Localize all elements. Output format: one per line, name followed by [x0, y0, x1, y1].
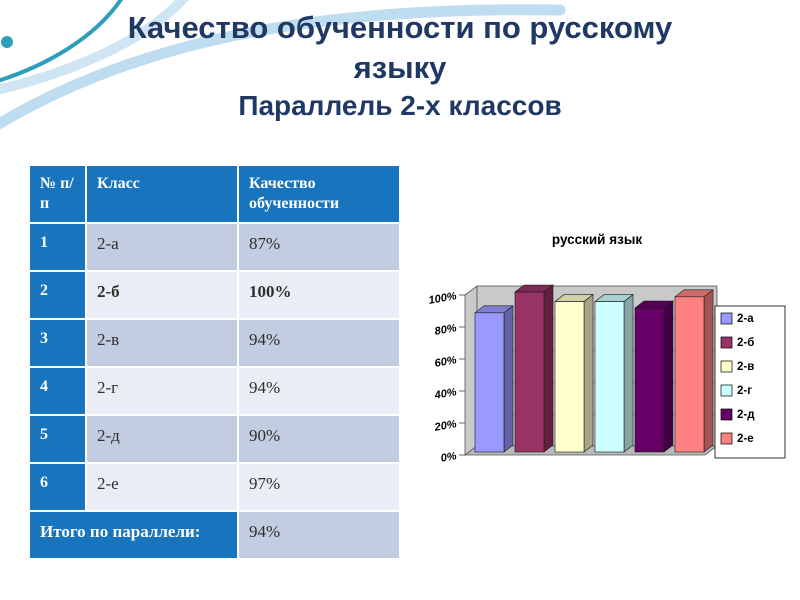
- quality-value-cell: 94%: [239, 368, 399, 414]
- quality-value-cell: 97%: [239, 464, 399, 510]
- bar-chart-canvas: 0% 20% 40% 60% 80% 100% русский язык 2-а 2-б 2-в 2…: [428, 232, 786, 465]
- bar-side-2-е: [703, 289, 714, 453]
- footer-value-cell: 94%: [239, 512, 399, 558]
- header-cell-quality: Качество обученности: [239, 166, 399, 222]
- table-row: 2 2-б 100%: [30, 272, 399, 318]
- slide-title: Качество обученности по русскому языку П…: [0, 8, 800, 122]
- russian-language-chart: 0% 20% 40% 60% 80% 100% русский язык 2-а 2-б 2-в 2…: [413, 228, 795, 474]
- class-cell: 2-г: [87, 368, 237, 414]
- class-cell: 2-в: [87, 320, 237, 366]
- legend-swatch-2-г: [720, 384, 733, 397]
- table-body: 1 2-а 87% 2 2-б 100% 3 2-в 94% 4 2-г 94% 5 2-д 90% 6 2-е…: [30, 224, 399, 510]
- legend-label-2-а: 2-а: [737, 313, 754, 325]
- bar-2-а: [474, 312, 505, 453]
- slide-title-line1: Качество обученности по русскому языку: [127, 10, 673, 85]
- quality-value-cell: 87%: [239, 224, 399, 270]
- header-cell-class: Класс: [87, 166, 237, 222]
- table-row: 1 2-а 87%: [30, 224, 399, 270]
- table-row: 6 2-е 97%: [30, 464, 399, 510]
- bar-side-2-д: [663, 300, 674, 453]
- y-axis-label: 0%: [440, 450, 458, 465]
- class-cell: 2-б: [87, 272, 237, 318]
- class-cell: 2-а: [87, 224, 237, 270]
- legend-swatch-2-д: [720, 408, 733, 421]
- bar-side-2-в: [583, 293, 594, 453]
- table-row: 4 2-г 94%: [30, 368, 399, 414]
- y-axis-label: 100%: [428, 290, 458, 307]
- row-number-cell: 5: [30, 416, 85, 462]
- bar-side-2-б: [543, 284, 554, 453]
- bar-2-д: [634, 307, 665, 453]
- row-number-cell: 1: [30, 224, 85, 270]
- table-header-row: № п/п Класс Качество обученности: [30, 166, 399, 222]
- legend-label-2-д: 2-д: [737, 409, 755, 421]
- slide-title-line2: Параллель 2-х классов: [238, 90, 562, 122]
- table-row: 3 2-в 94%: [30, 320, 399, 366]
- header-cell-number: № п/п: [30, 166, 85, 222]
- class-cell: 2-д: [87, 416, 237, 462]
- y-axis-label: 80%: [434, 322, 458, 338]
- bar-2-е: [674, 296, 705, 453]
- bar-2-г: [594, 301, 625, 453]
- quality-table: № п/п Класс Качество обученности 1 2-а 87%…: [30, 166, 399, 558]
- table-row: 5 2-д 90%: [30, 416, 399, 462]
- bar-side-2-г: [623, 293, 634, 453]
- legend-swatch-2-а: [720, 312, 733, 325]
- y-axis-label: 60%: [434, 354, 458, 370]
- row-number-cell: 6: [30, 464, 85, 510]
- bar-side-2-а: [503, 305, 514, 453]
- table-footer-row: Итого по параллели: 94%: [30, 512, 399, 558]
- y-axis-label: 40%: [433, 386, 458, 402]
- legend-label-2-г: 2-г: [737, 385, 752, 397]
- bar-2-в: [554, 301, 585, 453]
- row-number-cell: 4: [30, 368, 85, 414]
- quality-value-cell: 94%: [239, 320, 399, 366]
- bar-2-б: [514, 291, 545, 453]
- quality-value-cell: 100%: [239, 272, 399, 318]
- quality-value-cell: 90%: [239, 416, 399, 462]
- row-number-cell: 3: [30, 320, 85, 366]
- footer-label-cell: Итого по параллели:: [30, 512, 237, 558]
- legend-swatch-2-е: [720, 432, 733, 445]
- legend-label-2-в: 2-в: [737, 361, 754, 373]
- row-number-cell: 2: [30, 272, 85, 318]
- class-cell: 2-е: [87, 464, 237, 510]
- legend-swatch-2-б: [720, 336, 733, 349]
- y-axis-label: 20%: [433, 418, 458, 434]
- legend-swatch-2-в: [720, 360, 733, 373]
- legend-label-2-е: 2-е: [737, 433, 754, 445]
- chart-title: русский язык: [552, 232, 642, 247]
- legend-label-2-б: 2-б: [737, 337, 754, 349]
